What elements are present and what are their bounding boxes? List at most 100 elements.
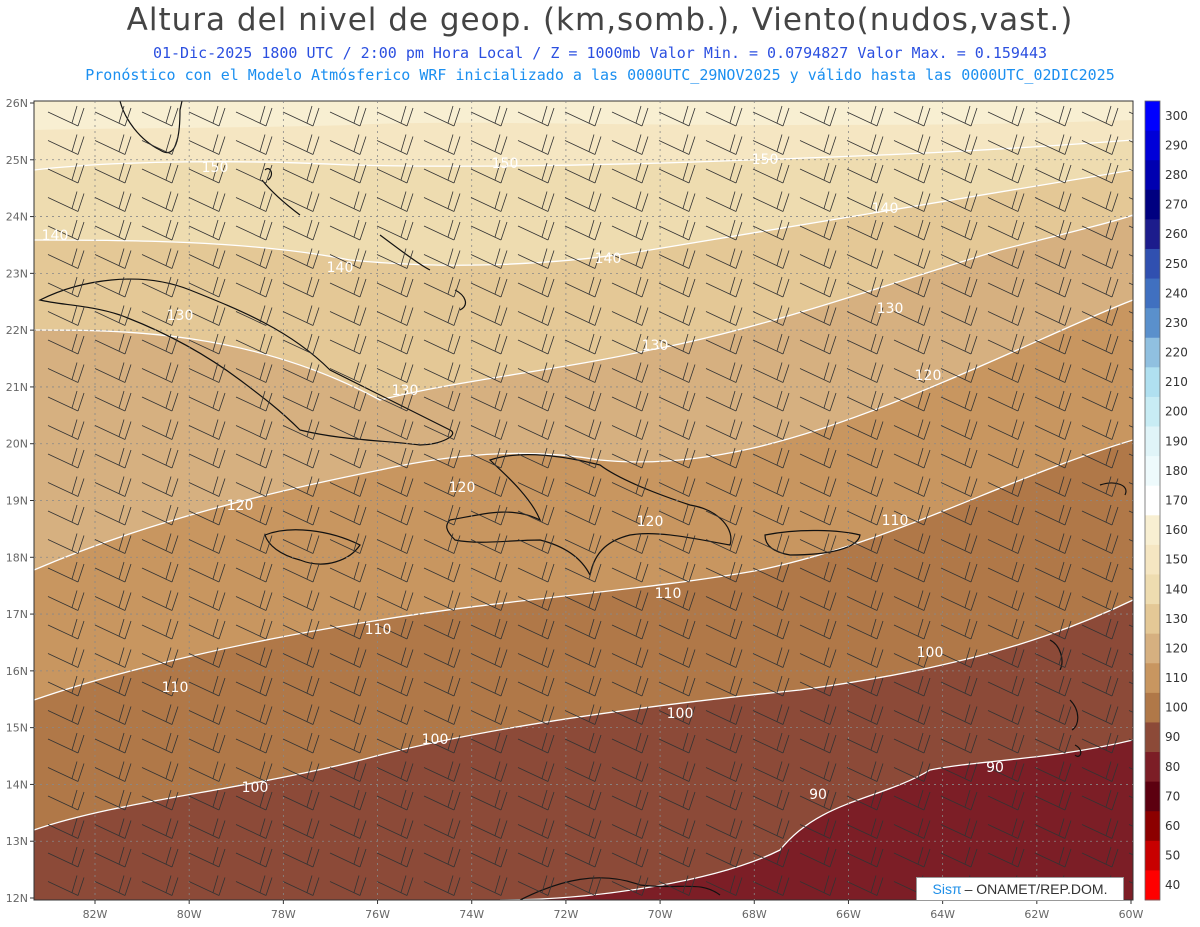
lat-label: 13N — [6, 835, 28, 848]
wind-barb — [235, 333, 273, 355]
wind-barb — [705, 162, 743, 184]
wind-barb — [799, 761, 837, 782]
wind-barb — [846, 704, 884, 725]
wind-barb — [611, 333, 649, 355]
colorbar-label: 190 — [1165, 434, 1188, 448]
wind-barb — [799, 390, 837, 412]
wind-barb — [470, 761, 508, 782]
wind-barb — [376, 390, 414, 412]
wind-barb — [752, 105, 790, 127]
wind-barb — [235, 647, 273, 668]
wind-barb — [94, 704, 132, 725]
wind-barb — [141, 504, 179, 526]
wind-barb — [94, 647, 132, 668]
wind-barb — [564, 134, 602, 155]
wind-barb — [517, 191, 555, 212]
contour-label: 130 — [877, 301, 904, 317]
wind-barb — [470, 447, 508, 469]
wind-barb — [141, 419, 179, 440]
wind-barb — [517, 732, 555, 754]
wind-barb — [893, 761, 931, 782]
wind-barb — [987, 191, 1025, 212]
wind-barb — [846, 419, 884, 440]
wind-barb — [799, 162, 837, 184]
wind-barb — [470, 219, 508, 241]
wind-barb — [1081, 333, 1119, 355]
wind-barb — [470, 162, 508, 184]
wind-barb — [987, 248, 1025, 269]
wind-barb — [752, 362, 790, 383]
wind-barb — [141, 305, 179, 326]
wind-barb — [94, 561, 132, 583]
lat-label: 19N — [6, 495, 28, 508]
wind-barb — [235, 818, 273, 839]
wind-barb — [893, 390, 931, 412]
wind-barb — [47, 162, 85, 184]
wind-barb — [893, 276, 931, 298]
wind-barb — [47, 675, 85, 697]
wind-barb — [282, 419, 320, 440]
wind-barb — [705, 504, 743, 526]
contour-value-labels: 150 150 150 140 140 140 140 130 130 130 130 120 120 1… — [42, 152, 1004, 803]
wind-barb — [141, 533, 179, 554]
wind-barb — [893, 561, 931, 583]
wind-barb — [940, 362, 978, 383]
wind-barb — [752, 305, 790, 326]
wind-barb — [141, 789, 179, 811]
wind-barb — [940, 647, 978, 668]
wind-barb — [1081, 647, 1119, 668]
wind-barb — [470, 419, 508, 440]
wind-barb — [376, 219, 414, 241]
wind-barb — [940, 248, 978, 269]
wind-barb — [799, 134, 837, 155]
wind-barb — [564, 675, 602, 697]
wind-barb — [1034, 704, 1072, 725]
wind-barb — [329, 846, 367, 868]
colorbar-swatch — [1145, 337, 1160, 368]
wind-barb — [517, 134, 555, 155]
wind-barb — [564, 162, 602, 184]
wind-barb — [799, 789, 837, 811]
lon-label: 78W — [271, 908, 296, 921]
wind-barb — [94, 191, 132, 212]
wind-barb — [705, 704, 743, 725]
wind-barb — [1034, 675, 1072, 697]
wind-barb — [94, 533, 132, 554]
wind-barb — [987, 134, 1025, 155]
wind-barb — [188, 390, 226, 412]
wind-barb — [329, 675, 367, 697]
wind-barb — [47, 533, 85, 554]
contour-label: 150 — [492, 156, 519, 172]
wind-barb — [1034, 447, 1072, 469]
wind-barb — [282, 447, 320, 469]
wind-barb — [282, 191, 320, 212]
wind-barb — [893, 504, 931, 526]
wind-barb — [282, 647, 320, 668]
wind-barb — [423, 846, 461, 868]
wind-barb — [1034, 162, 1072, 184]
wind-barb — [470, 647, 508, 668]
wind-barb — [611, 789, 649, 811]
wind-barb — [564, 875, 602, 896]
wind-barb — [1034, 419, 1072, 440]
contour-label: 130 — [167, 308, 194, 324]
wind-barb — [47, 219, 85, 241]
wind-barb — [940, 219, 978, 241]
wind-barb — [940, 590, 978, 611]
colorbar-label: 270 — [1165, 198, 1188, 212]
wind-barb — [658, 362, 696, 383]
wind-barb — [376, 647, 414, 668]
wind-barb — [752, 846, 790, 868]
contour-label: 100 — [667, 706, 694, 722]
wind-barb — [658, 134, 696, 155]
wind-barb — [611, 419, 649, 440]
wind-barb — [235, 704, 273, 725]
wind-barb — [752, 219, 790, 241]
wind-barb — [47, 191, 85, 212]
wind-barb — [799, 618, 837, 640]
wind-barb — [799, 818, 837, 839]
wind-barb — [282, 846, 320, 868]
wind-barb — [423, 761, 461, 782]
wind-barb — [94, 390, 132, 412]
wind-barb — [329, 333, 367, 355]
